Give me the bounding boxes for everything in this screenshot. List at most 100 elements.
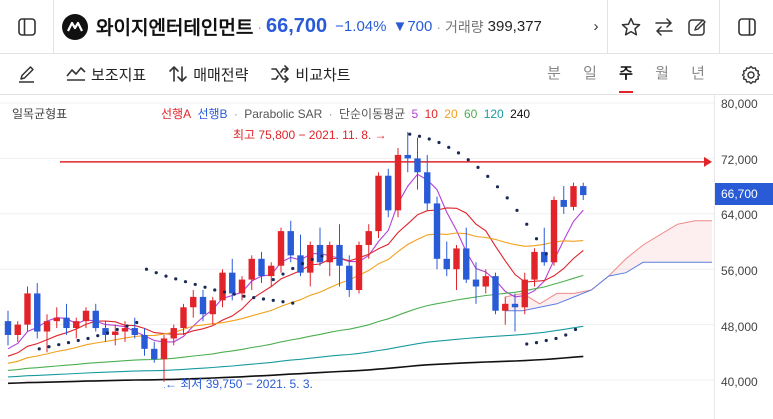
period-tab-year[interactable]: 년 xyxy=(691,65,705,82)
candle-body xyxy=(297,255,304,273)
trading-strategy-button[interactable]: 매매전략 xyxy=(168,64,248,85)
sar-dot xyxy=(193,282,197,287)
sar-dot xyxy=(135,320,139,325)
trading-strategy-label: 매매전략 xyxy=(193,66,249,84)
sar-dot xyxy=(544,338,548,343)
sar-dot xyxy=(515,208,519,212)
stock-chart[interactable]: 일목균형표 선행A 선행B · Parabolic SAR · 단순이동평균 5… xyxy=(0,95,773,419)
aux-indicator-button[interactable]: 보조지표 xyxy=(66,64,146,85)
chart-legend: 선행A 선행B · Parabolic SAR · 단순이동평균 5 10 20… xyxy=(161,107,531,121)
period-tab-day[interactable]: 일 xyxy=(583,65,597,82)
chart-toolbar: 보조지표 매매전략 비교차트 분 일 주 월 년 xyxy=(0,54,773,95)
price-axis[interactable]: 80,000 72,000 66,700 64,000 56,000 48,00… xyxy=(714,95,773,419)
sar-dot xyxy=(554,336,558,341)
candlestick-chart[interactable] xyxy=(0,95,714,419)
change-percent: −1.04% xyxy=(335,18,387,35)
candle-body xyxy=(24,293,31,325)
sar-dot xyxy=(486,174,490,179)
sar-dot xyxy=(505,196,509,200)
ichimoku-cloud xyxy=(505,220,712,311)
legend-moving-average: 단순이동평균 xyxy=(338,107,406,121)
sar-dot xyxy=(105,331,110,335)
sidebar-right-toggle-button[interactable] xyxy=(719,0,773,54)
sidebar-toggle-button[interactable] xyxy=(0,0,54,54)
separator: · xyxy=(436,18,442,35)
sar-dot xyxy=(271,277,275,282)
sar-dot xyxy=(154,271,158,275)
buy-sell-arrows-icon xyxy=(169,66,188,82)
sar-dot xyxy=(300,262,305,266)
more-info-button[interactable]: › xyxy=(593,18,599,35)
sar-dot xyxy=(47,345,51,349)
sar-dot xyxy=(232,292,236,296)
candle-body xyxy=(248,258,255,280)
candle-body xyxy=(492,276,499,311)
pen-icon xyxy=(19,66,34,83)
low-annotation: ← 최저 39,750 − 2021. 5. 3. xyxy=(165,377,313,391)
sar-dot xyxy=(437,140,441,145)
y-tick: 72,000 xyxy=(721,153,758,167)
candle-body xyxy=(180,307,187,329)
legend-ma-120: 120 xyxy=(483,107,504,121)
sidebar-right-icon xyxy=(737,17,756,36)
period-tab-minute[interactable]: 분 xyxy=(547,65,561,82)
sidebar-left-icon xyxy=(17,17,36,36)
compare-chart-button[interactable]: 비교차트 xyxy=(270,64,351,85)
candle-body xyxy=(560,199,567,207)
chart-settings-button[interactable] xyxy=(729,54,773,95)
ticker-summary[interactable]: 와이지엔터테인먼트 · 66,700 −1.04% ▼700 · 거래량 399… xyxy=(54,13,585,40)
sar-dot xyxy=(534,237,539,241)
y-tick: 64,000 xyxy=(721,208,758,222)
current-price-tag: 66,700 xyxy=(715,183,773,205)
gear-icon xyxy=(741,65,761,84)
sar-dot xyxy=(213,288,217,292)
candle-body xyxy=(580,186,587,196)
candle-body xyxy=(53,317,60,322)
sar-dot xyxy=(242,294,246,298)
separator: · xyxy=(257,18,262,35)
action-icons xyxy=(607,0,719,54)
sar-dot xyxy=(174,277,178,281)
candle-body xyxy=(443,258,450,270)
legend-ma-60: 60 xyxy=(463,107,478,121)
sar-dot xyxy=(525,222,529,226)
shuffle-icon xyxy=(271,65,290,83)
candle-body xyxy=(346,265,353,290)
candle-body xyxy=(73,321,80,329)
candle-body xyxy=(521,279,528,308)
candle-body xyxy=(414,158,421,173)
period-tab-week[interactable]: 주 xyxy=(608,54,644,95)
indicator-title: 일목균형표 xyxy=(12,107,68,121)
ma-120-line xyxy=(7,325,584,378)
sar-dot xyxy=(291,266,295,271)
period-tab-month[interactable]: 월 xyxy=(655,65,669,82)
sar-dot xyxy=(456,151,461,155)
candle-body xyxy=(14,324,21,335)
candle-body xyxy=(385,175,392,211)
change-amount: ▼700 xyxy=(392,18,433,35)
candle-body xyxy=(199,296,207,315)
legend-leading-a: 선행A xyxy=(161,107,192,121)
legend-ma-240: 240 xyxy=(510,107,531,121)
aux-indicator-label: 보조지표 xyxy=(91,66,147,84)
edit-icon[interactable] xyxy=(686,16,708,38)
stock-name: 와이지엔터테인먼트 xyxy=(96,18,254,39)
sar-dot xyxy=(66,341,71,345)
sar-dot xyxy=(466,158,470,162)
candle-body xyxy=(287,231,294,256)
sar-dot xyxy=(203,285,207,289)
swap-icon[interactable] xyxy=(653,16,675,38)
sar-dot xyxy=(271,298,275,302)
candle-body xyxy=(170,328,177,339)
candle-body xyxy=(375,175,382,232)
sar-dot xyxy=(564,333,568,337)
sar-dot xyxy=(96,334,100,338)
candle-body xyxy=(502,303,509,311)
star-icon[interactable] xyxy=(620,16,642,38)
drawing-tool-button[interactable] xyxy=(0,54,54,95)
candle-body xyxy=(102,328,109,335)
legend-leading-b: 선행B xyxy=(197,107,228,121)
sar-dot xyxy=(261,297,266,301)
sar-dot xyxy=(183,280,188,284)
candle-body xyxy=(307,244,314,273)
